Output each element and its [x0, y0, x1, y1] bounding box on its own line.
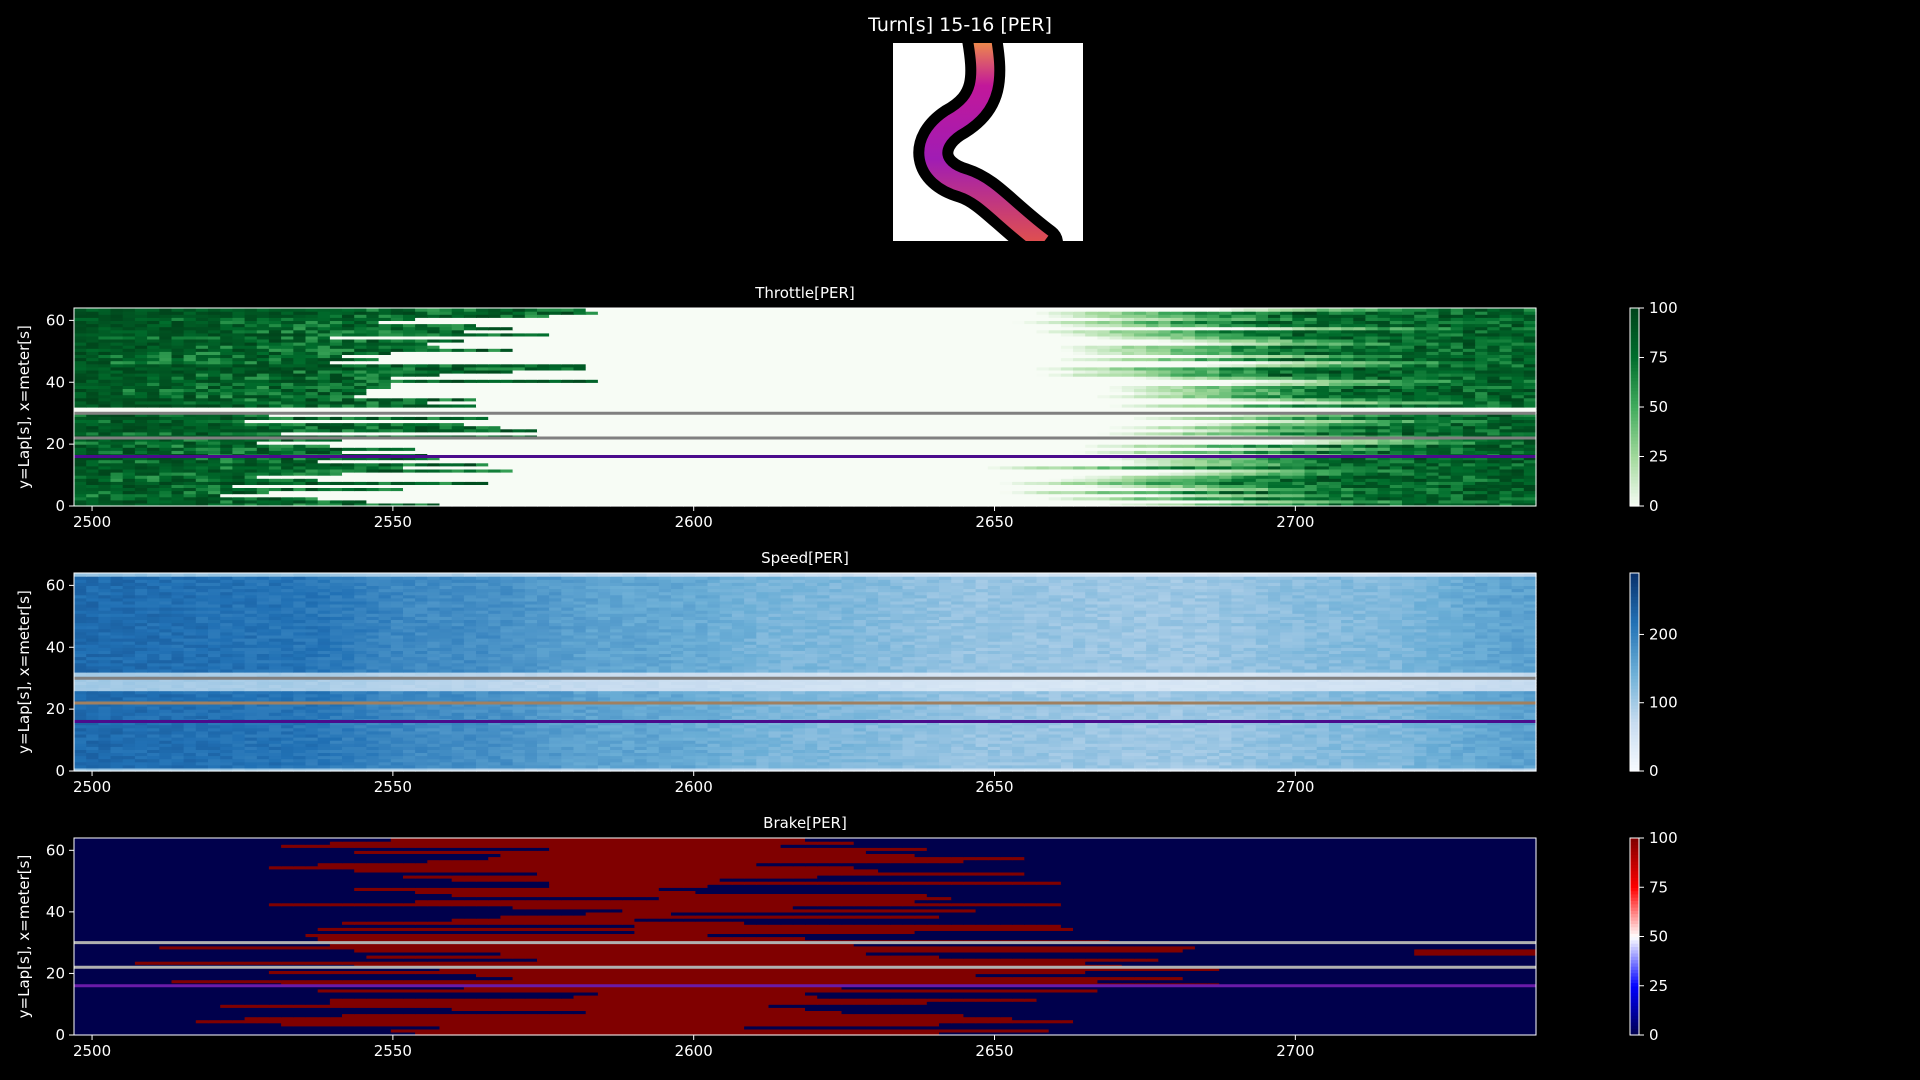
x-tick-label: 2650: [975, 1042, 1013, 1060]
x-tick-label: 2550: [374, 1042, 412, 1060]
colorbar: 0 100 200: [1629, 572, 1678, 780]
y-tick-label: 0: [55, 762, 65, 780]
heatmap-cells: [74, 573, 1537, 772]
colorbar-tick-label: 25: [1649, 977, 1668, 995]
chart-panel-2: Speed[PER] 2500 2550 2600 2650 2700 0 20 40 60 y=L…: [15, 549, 1678, 796]
x-tick-label: 2550: [374, 513, 412, 531]
colorbar-tick-label: 75: [1649, 349, 1668, 367]
colorbar-tick-label: 100: [1649, 299, 1678, 317]
x-tick-label: 2550: [374, 778, 412, 796]
colorbar-tick-label: 25: [1649, 448, 1668, 466]
x-tick-label: 2700: [1276, 513, 1314, 531]
y-tick-label: 60: [46, 311, 65, 329]
x-tick-label: 2600: [675, 1042, 713, 1060]
x-tick-label: 2500: [73, 1042, 111, 1060]
x-tick-label: 2600: [675, 513, 713, 531]
x-tick-label: 2600: [675, 778, 713, 796]
chart-panel-1: Throttle[PER]2500 2550 2600 2650 27000204060…: [15, 284, 1678, 531]
x-tick-label: 2700: [1276, 778, 1314, 796]
chart-panel-3: Brake[PER]2500 2550 2600 2650 27000204060y=L…: [15, 814, 1678, 1060]
colorbar-tick-label: 100: [1649, 829, 1678, 847]
figure-title: Turn[s] 15-16 [PER]: [0, 14, 1920, 36]
y-tick-label: 20: [46, 435, 65, 453]
x-tick-label: 2650: [975, 778, 1013, 796]
chart-title: Speed[PER]: [761, 549, 849, 567]
track-turn-map-icon: [893, 43, 1083, 241]
colorbar-tick-label: 100: [1649, 694, 1678, 712]
colorbar: 0 25 50 75 100: [1629, 829, 1678, 1044]
heatmap-cells: [74, 308, 1537, 507]
colorbar-tick-label: 50: [1649, 398, 1668, 416]
chart-title: Throttle[PER]: [754, 284, 855, 302]
colorbar-tick-label: 0: [1649, 497, 1659, 515]
heatmap-cells: [74, 838, 1537, 1036]
x-tick-label: 2500: [73, 513, 111, 531]
y-tick-label: 0: [55, 497, 65, 515]
x-tick-label: 2500: [73, 778, 111, 796]
colorbar-tick-label: 75: [1649, 878, 1668, 896]
chart-title: Brake[PER]: [763, 814, 847, 832]
y-axis-label: y=Lap[s], x=meter[s]: [15, 325, 33, 489]
y-axis-label: y=Lap[s], x=meter[s]: [15, 590, 33, 754]
colorbar-tick-label: 200: [1649, 625, 1678, 643]
plot-frame: [73, 307, 1537, 507]
y-tick-label: 0: [55, 1026, 65, 1044]
y-tick-label: 40: [46, 373, 65, 391]
plot-frame: [73, 572, 1537, 772]
colorbar-tick-label: 0: [1649, 762, 1659, 780]
y-tick-label: 20: [46, 700, 65, 718]
plot-frame: [73, 837, 1537, 1036]
x-tick-label: 2650: [975, 513, 1013, 531]
y-axis-label: y=Lap[s], x=meter[s]: [15, 855, 33, 1019]
y-tick-label: 40: [46, 903, 65, 921]
colorbar-tick-label: 0: [1649, 1026, 1659, 1044]
colorbar: 0 25 50 75 100: [1629, 299, 1678, 515]
y-tick-label: 40: [46, 638, 65, 656]
x-tick-label: 2700: [1276, 1042, 1314, 1060]
colorbar-tick-label: 50: [1649, 928, 1668, 946]
y-tick-label: 20: [46, 964, 65, 982]
y-tick-label: 60: [46, 841, 65, 859]
y-tick-label: 60: [46, 576, 65, 594]
colorbar-frame: [1629, 572, 1640, 772]
